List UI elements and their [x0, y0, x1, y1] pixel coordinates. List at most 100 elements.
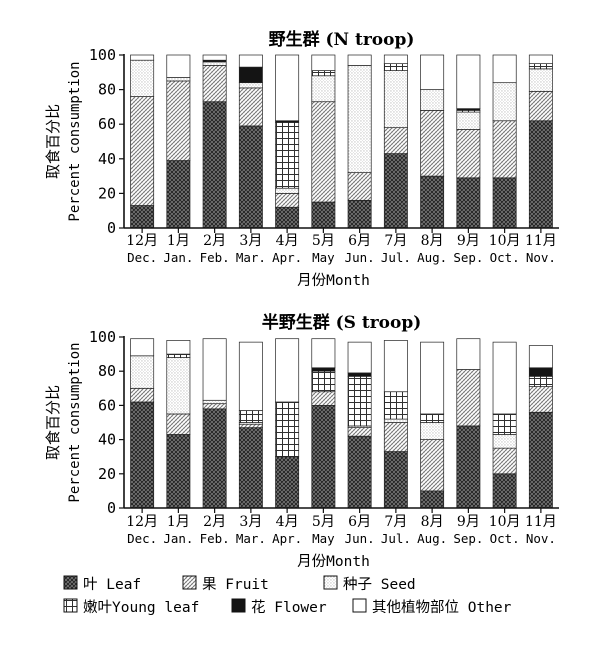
bar-segment-other: [420, 54, 445, 90]
x-tick-label-cn: 10月: [489, 233, 521, 249]
chart-title: 野生群 (N troop): [269, 29, 415, 50]
x-tick-label-en: Jan.: [163, 531, 193, 546]
bar-segment-young: [166, 353, 191, 358]
bar-segment-fruit: [275, 193, 300, 208]
bar-segment-leaf: [492, 177, 517, 229]
x-tick-label-cn: 8月: [421, 514, 444, 530]
x-tick-label-cn: 2月: [203, 514, 226, 530]
bar-segment-other: [130, 54, 155, 61]
bar-segment-other: [347, 54, 372, 66]
x-axis-title: 月份Month: [297, 272, 370, 289]
x-tick-label-cn: 7月: [384, 514, 407, 530]
bar-segment-seed: [202, 399, 227, 405]
bar-segment-fruit: [456, 369, 481, 427]
x-tick-label-en: Jul.: [381, 250, 411, 265]
x-tick-label-cn: 6月: [348, 514, 371, 530]
bar-segment-fruit: [420, 439, 445, 492]
bar-segment-other: [420, 341, 445, 415]
bar-segment-fruit: [238, 423, 263, 428]
bar-segment-fruit: [130, 387, 155, 403]
x-tick-label-en: Feb.: [200, 531, 230, 546]
bar-segment-other: [238, 54, 263, 68]
x-tick-label-cn: 7月: [384, 233, 407, 249]
x-tick-label-cn: 11月: [525, 514, 557, 530]
x-tick-label-cn: 4月: [276, 514, 299, 530]
bar-segment-fruit: [311, 391, 336, 406]
bar-segment-other: [202, 338, 227, 401]
bar-segment-seed: [311, 75, 336, 103]
y-tick-label: 0: [107, 499, 116, 517]
chart-title-en: (N troop): [326, 30, 415, 50]
bar-segment-flower: [347, 372, 372, 377]
y-axis-label-en: Percent consumption: [67, 61, 83, 221]
bar-segment-leaf: [311, 405, 336, 509]
y-axis-label-cn: 取食百分比: [44, 104, 62, 179]
legend-label-leaf: 叶 Leaf: [83, 576, 141, 593]
chart-title-cn: 半野生群: [262, 312, 336, 333]
bar-segment-fruit: [383, 422, 408, 452]
bar-segment-seed: [420, 89, 445, 111]
y-axis-label-en: Percent consumption: [67, 342, 83, 502]
chart-s-troop: 半野生群 (S troop) 取食百分比 Percent consumption 12…: [44, 312, 559, 570]
bar-segment-leaf: [275, 206, 300, 229]
y-tick-label: 80: [98, 362, 116, 380]
bar-segment-fruit: [347, 427, 372, 437]
legend-label-other: 其他植物部位 Other: [372, 599, 512, 616]
x-tick-label-en: Jan.: [163, 250, 193, 265]
x-tick-label-cn: 8月: [421, 233, 444, 249]
bar-segment-other: [238, 341, 263, 411]
x-tick-label-en: Apr.: [272, 250, 302, 265]
bar-segment-leaf: [347, 199, 372, 229]
x-tick-label-en: Oct.: [490, 531, 520, 546]
y-tick-label: 60: [98, 396, 116, 414]
x-tick-label-cn: 2月: [203, 233, 226, 249]
x-tick-label-en: May: [312, 531, 335, 546]
bar-segment-leaf: [275, 456, 300, 509]
bar-segment-young: [492, 413, 517, 435]
x-tick-label-en: May: [312, 250, 335, 265]
x-tick-label-en: Aug.: [417, 250, 447, 265]
x-tick-label-en: Nov.: [526, 250, 556, 265]
x-tick-label-cn: 1月: [167, 514, 190, 530]
bar-segment-leaf: [130, 205, 155, 229]
bar-segment-seed: [420, 422, 445, 440]
x-tick-label-en: Jul.: [381, 531, 411, 546]
legend-swatch-other: [352, 598, 367, 613]
bar-segment-young: [311, 370, 336, 393]
bar-segment-leaf: [238, 125, 263, 229]
bar-segment-leaf: [492, 473, 517, 509]
x-tick-label-en: Dec.: [127, 531, 157, 546]
legend-label-seed: 种子 Seed: [343, 576, 416, 593]
x-tick-label-en: Nov.: [526, 531, 556, 546]
bar-segment-leaf: [166, 160, 191, 229]
bar-segment-leaf: [238, 427, 263, 509]
legend-swatch-fruit: [182, 575, 197, 590]
bar-segment-other: [311, 54, 336, 71]
bar-segment-seed: [383, 70, 408, 129]
y-tick-label: 0: [107, 219, 116, 237]
x-tick-label-en: Mar.: [236, 531, 266, 546]
x-tick-label-cn: 3月: [239, 233, 262, 249]
bar-segment-other: [166, 340, 191, 355]
bar-segment-leaf: [347, 435, 372, 509]
x-tick-label-cn: 4月: [276, 233, 299, 249]
bar-segment-seed: [275, 187, 300, 194]
y-tick-label: 40: [98, 431, 116, 449]
bar-segment-other: [275, 338, 300, 403]
bar-segment-fruit: [347, 172, 372, 201]
bar-segment-fruit: [528, 90, 553, 122]
bar-segment-leaf: [383, 153, 408, 229]
x-tick-label-cn: 5月: [312, 514, 335, 530]
bar-segment-young: [275, 401, 300, 458]
x-tick-label-en: Mar.: [236, 250, 266, 265]
bar-segment-leaf: [166, 434, 191, 509]
y-tick-label: 60: [98, 115, 116, 133]
x-tick-label-en: Jun.: [345, 250, 375, 265]
bar-segment-seed: [383, 418, 408, 423]
bar-segment-young: [528, 63, 553, 70]
bar-segment-seed: [528, 68, 553, 92]
x-tick-label-cn: 12月: [126, 514, 158, 530]
chart-title-en: (S troop): [336, 313, 422, 333]
x-tick-label-cn: 1月: [167, 233, 190, 249]
